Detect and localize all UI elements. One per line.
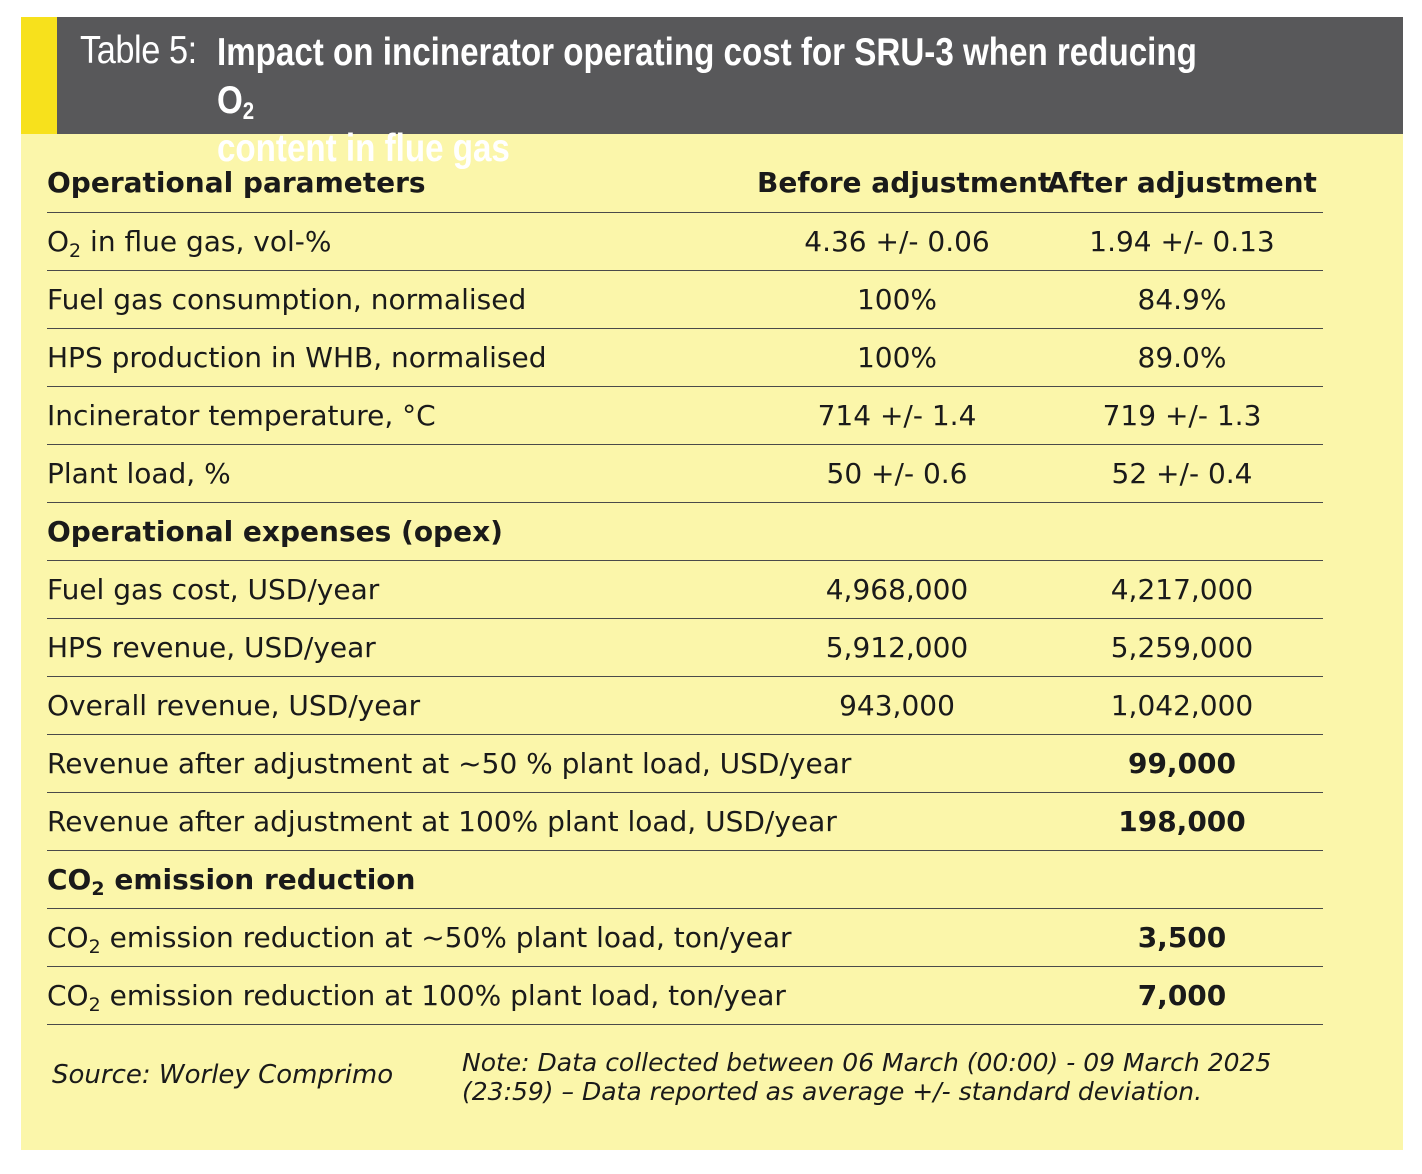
row-after-value: 4,217,000 xyxy=(1110,573,1254,606)
table-panel: Table 5: Impact on incinerator operating… xyxy=(21,17,1403,1150)
source-credit: Source: Worley Comprimo xyxy=(52,1060,394,1090)
row-after-value: 1,042,000 xyxy=(1110,689,1254,722)
table-row: CO2 emission reduction at ~50% plant loa… xyxy=(47,909,1323,967)
table-row: Overall revenue, USD/year 943,000 1,042,… xyxy=(47,677,1323,735)
row-after-value: 84.9% xyxy=(1137,283,1227,316)
section-row-opex: Operational expenses (opex) xyxy=(47,503,1323,561)
table-row: O2 in flue gas, vol-% 4.36 +/- 0.06 1.94… xyxy=(47,213,1323,271)
row-before-value: 100% xyxy=(856,283,938,316)
table-row: HPS revenue, USD/year 5,912,000 5,259,00… xyxy=(47,619,1323,677)
table-number: Table 5: xyxy=(80,29,197,72)
row-after-value: 89.0% xyxy=(1137,341,1227,374)
table-row: Incinerator temperature, °C 714 +/- 1.4 … xyxy=(47,387,1323,445)
row-before-value: 4,968,000 xyxy=(825,573,969,606)
row-after-value: 198,000 xyxy=(1118,805,1246,838)
table-row: Revenue after adjustment at ~50 % plant … xyxy=(47,735,1323,793)
row-label: Plant load, % xyxy=(47,457,231,490)
table-row: Fuel gas consumption, normalised 100% 84… xyxy=(47,271,1323,329)
row-label: CO2 emission reduction at 100% plant loa… xyxy=(47,979,786,1016)
row-before-value: 714 +/- 1.4 xyxy=(817,399,977,432)
table-header-row: Operational parameters Before adjustment… xyxy=(47,168,1323,213)
table-row: Fuel gas cost, USD/year 4,968,000 4,217,… xyxy=(47,561,1323,619)
row-label: HPS revenue, USD/year xyxy=(47,631,376,664)
row-label: O2 in flue gas, vol-% xyxy=(47,225,332,262)
table-row: Plant load, % 50 +/- 0.6 52 +/- 0.4 xyxy=(47,445,1323,503)
row-label: Fuel gas cost, USD/year xyxy=(47,573,380,606)
row-label: Overall revenue, USD/year xyxy=(47,689,421,722)
section-row-co2: CO2 emission reduction xyxy=(47,851,1323,909)
row-label: HPS production in WHB, normalised xyxy=(47,341,547,374)
row-label: Incinerator temperature, °C xyxy=(47,399,436,432)
row-before-value: 100% xyxy=(856,341,938,374)
table-header-bar: Table 5: Impact on incinerator operating… xyxy=(21,17,1403,170)
row-before-value: 943,000 xyxy=(839,689,955,722)
row-before-value: 5,912,000 xyxy=(825,631,969,664)
row-before-value: 50 +/- 0.6 xyxy=(826,457,968,490)
table-row: CO2 emission reduction at 100% plant loa… xyxy=(47,967,1323,1025)
row-after-value: 99,000 xyxy=(1127,747,1237,780)
column-header-parameter: Operational parameters xyxy=(47,166,426,199)
row-after-value: 1.94 +/- 0.13 xyxy=(1089,225,1275,258)
section-heading: CO2 emission reduction xyxy=(47,863,416,900)
row-after-value: 52 +/- 0.4 xyxy=(1111,457,1253,490)
column-header-before: Before adjustment xyxy=(757,166,1052,199)
row-label: Revenue after adjustment at ~50 % plant … xyxy=(47,747,852,780)
table-title: Impact on incinerator operating cost for… xyxy=(217,31,1197,170)
section-heading: Operational expenses (opex) xyxy=(47,515,503,548)
row-label: Fuel gas consumption, normalised xyxy=(47,283,527,316)
table-row: Revenue after adjustment at 100% plant l… xyxy=(47,793,1323,851)
table-row: HPS production in WHB, normalised 100% 8… xyxy=(47,329,1323,387)
column-header-after: After adjustment xyxy=(1047,166,1317,199)
row-label: CO2 emission reduction at ~50% plant loa… xyxy=(47,921,792,958)
row-before-value: 4.36 +/- 0.06 xyxy=(804,225,990,258)
footnote: Note: Data collected between 06 March (0… xyxy=(462,1048,1272,1106)
data-table: Operational parameters Before adjustment… xyxy=(47,168,1323,1025)
row-after-value: 719 +/- 1.3 xyxy=(1102,399,1262,432)
accent-stripe xyxy=(21,17,57,134)
row-after-value: 7,000 xyxy=(1137,979,1227,1012)
row-after-value: 3,500 xyxy=(1137,921,1227,954)
row-label: Revenue after adjustment at 100% plant l… xyxy=(47,805,837,838)
row-after-value: 5,259,000 xyxy=(1110,631,1254,664)
